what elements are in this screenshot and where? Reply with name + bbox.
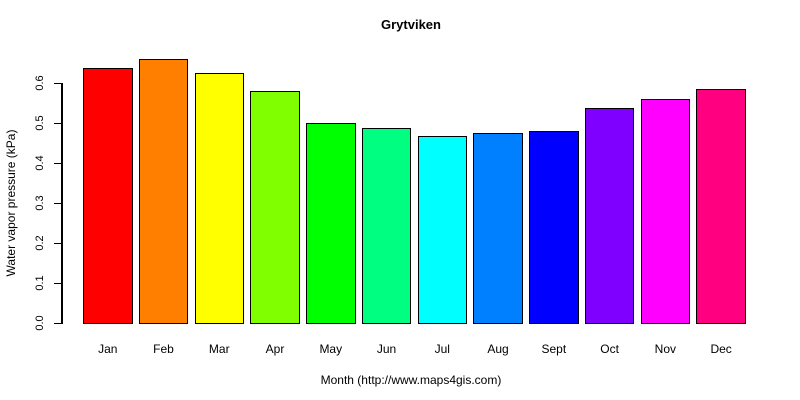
x-axis-label: Month (http://www.maps4gis.com) bbox=[320, 373, 502, 387]
x-tick-label: Nov bbox=[654, 342, 677, 356]
bar-feb bbox=[138, 59, 189, 325]
bar-jan bbox=[83, 68, 133, 325]
y-axis-line bbox=[61, 83, 63, 325]
x-tick-label: Sept bbox=[541, 342, 567, 356]
y-tick-label: 0.1 bbox=[34, 275, 46, 291]
x-tick-label: May bbox=[319, 342, 343, 356]
x-tick-label: Aug bbox=[487, 342, 509, 356]
x-tick-label: Dec bbox=[710, 342, 732, 356]
bar-nov bbox=[640, 98, 691, 325]
chart-title: Grytviken bbox=[381, 17, 441, 32]
bar-dec bbox=[696, 89, 746, 325]
y-tick-label: 0.6 bbox=[34, 75, 46, 91]
y-axis-label: Water vapor pressure (kPa) bbox=[4, 129, 18, 277]
x-tick-label: Mar bbox=[208, 342, 230, 356]
bar-jul bbox=[417, 135, 468, 325]
y-tick bbox=[54, 322, 61, 324]
y-tick bbox=[54, 282, 61, 284]
bar-sept bbox=[529, 130, 579, 325]
x-tick-label: Jan bbox=[98, 342, 118, 356]
y-tick-label: 0.0 bbox=[34, 315, 46, 331]
x-tick-label: Feb bbox=[153, 342, 174, 356]
bar-jun bbox=[361, 128, 412, 325]
y-tick bbox=[54, 202, 61, 204]
bar-apr bbox=[250, 90, 300, 325]
y-tick-label: 0.3 bbox=[34, 195, 46, 211]
y-tick bbox=[54, 122, 61, 124]
bar-aug bbox=[473, 133, 523, 325]
y-tick bbox=[54, 82, 61, 84]
x-tick-label: Oct bbox=[600, 342, 619, 356]
y-tick bbox=[54, 162, 61, 164]
bar-oct bbox=[584, 108, 635, 325]
y-tick-label: 0.4 bbox=[34, 155, 46, 171]
y-tick-label: 0.5 bbox=[34, 115, 46, 131]
y-tick bbox=[54, 242, 61, 244]
bar-mar bbox=[194, 73, 245, 325]
y-tick-label: 0.2 bbox=[34, 235, 46, 251]
x-tick-label: Jun bbox=[376, 342, 397, 356]
bar-may bbox=[306, 123, 356, 325]
x-tick-label: Apr bbox=[265, 342, 285, 356]
x-tick-label: Jul bbox=[434, 342, 450, 356]
